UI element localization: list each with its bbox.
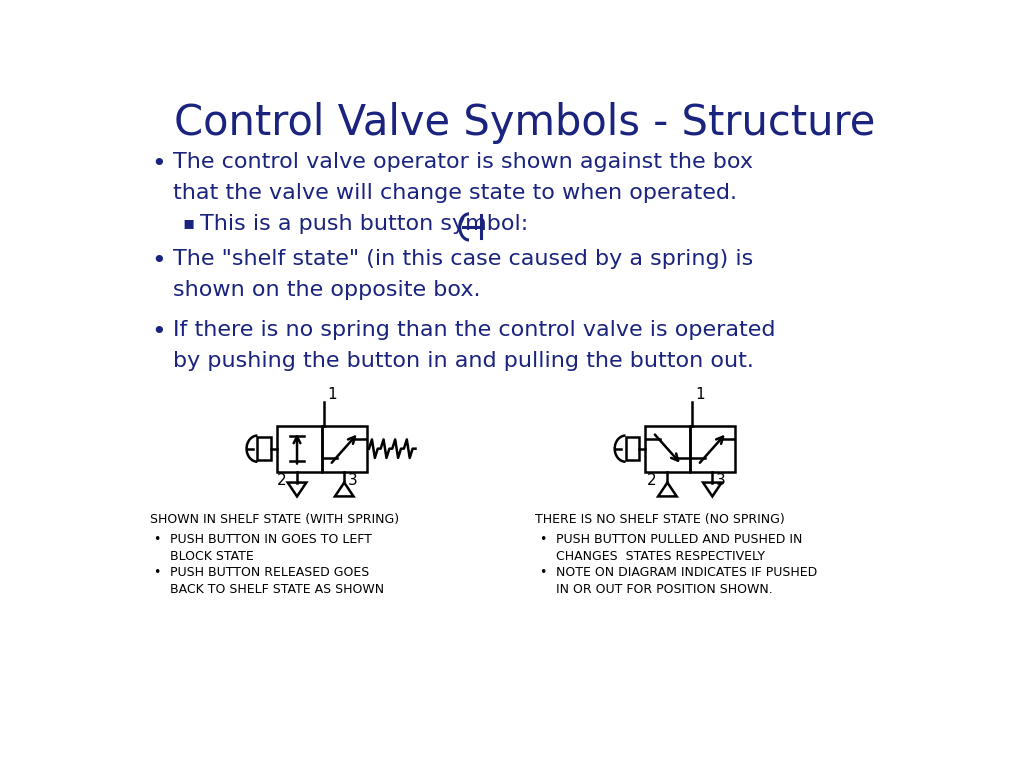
Text: Control Valve Symbols - Structure: Control Valve Symbols - Structure bbox=[174, 102, 876, 144]
Bar bbox=[645, 425, 690, 472]
Text: •: • bbox=[152, 152, 166, 176]
Text: IN OR OUT FOR POSITION SHOWN.: IN OR OUT FOR POSITION SHOWN. bbox=[556, 584, 772, 597]
Text: 1: 1 bbox=[327, 387, 337, 402]
Text: •: • bbox=[539, 567, 546, 580]
Text: The "shelf state" (in this case caused by a spring) is: The "shelf state" (in this case caused b… bbox=[173, 250, 754, 270]
Text: THERE IS NO SHELF STATE (NO SPRING): THERE IS NO SHELF STATE (NO SPRING) bbox=[535, 512, 784, 525]
Bar bbox=[690, 425, 735, 472]
Text: by pushing the button in and pulling the button out.: by pushing the button in and pulling the… bbox=[173, 351, 754, 371]
Text: ▪: ▪ bbox=[182, 214, 195, 232]
Text: shown on the opposite box.: shown on the opposite box. bbox=[173, 280, 480, 300]
Text: The control valve operator is shown against the box: The control valve operator is shown agai… bbox=[173, 152, 753, 172]
Text: 3: 3 bbox=[716, 473, 725, 488]
Bar bbox=[626, 437, 639, 460]
Text: 2: 2 bbox=[647, 473, 656, 488]
Text: •: • bbox=[152, 250, 166, 273]
Bar bbox=[322, 425, 367, 472]
Text: 3: 3 bbox=[347, 473, 357, 488]
Bar bbox=[276, 425, 322, 472]
Text: PUSH BUTTON IN GOES TO LEFT: PUSH BUTTON IN GOES TO LEFT bbox=[170, 532, 372, 545]
Text: •: • bbox=[153, 567, 160, 580]
Text: •: • bbox=[539, 532, 546, 545]
Text: that the valve will change state to when operated.: that the valve will change state to when… bbox=[173, 183, 737, 203]
Text: 2: 2 bbox=[276, 473, 286, 488]
Text: This is a push button symbol:: This is a push button symbol: bbox=[200, 214, 528, 233]
Text: BLOCK STATE: BLOCK STATE bbox=[170, 550, 254, 562]
Text: CHANGES  STATES RESPECTIVELY: CHANGES STATES RESPECTIVELY bbox=[556, 550, 765, 562]
Text: SHOWN IN SHELF STATE (WITH SPRING): SHOWN IN SHELF STATE (WITH SPRING) bbox=[150, 512, 398, 525]
Text: •: • bbox=[153, 532, 160, 545]
Text: BACK TO SHELF STATE AS SHOWN: BACK TO SHELF STATE AS SHOWN bbox=[170, 584, 384, 597]
Text: •: • bbox=[152, 320, 166, 344]
Text: PUSH BUTTON RELEASED GOES: PUSH BUTTON RELEASED GOES bbox=[170, 567, 369, 580]
Text: PUSH BUTTON PULLED AND PUSHED IN: PUSH BUTTON PULLED AND PUSHED IN bbox=[556, 532, 802, 545]
Text: NOTE ON DIAGRAM INDICATES IF PUSHED: NOTE ON DIAGRAM INDICATES IF PUSHED bbox=[556, 567, 817, 580]
Text: If there is no spring than the control valve is operated: If there is no spring than the control v… bbox=[173, 320, 775, 340]
Bar bbox=[257, 437, 270, 460]
Text: 1: 1 bbox=[695, 387, 705, 402]
